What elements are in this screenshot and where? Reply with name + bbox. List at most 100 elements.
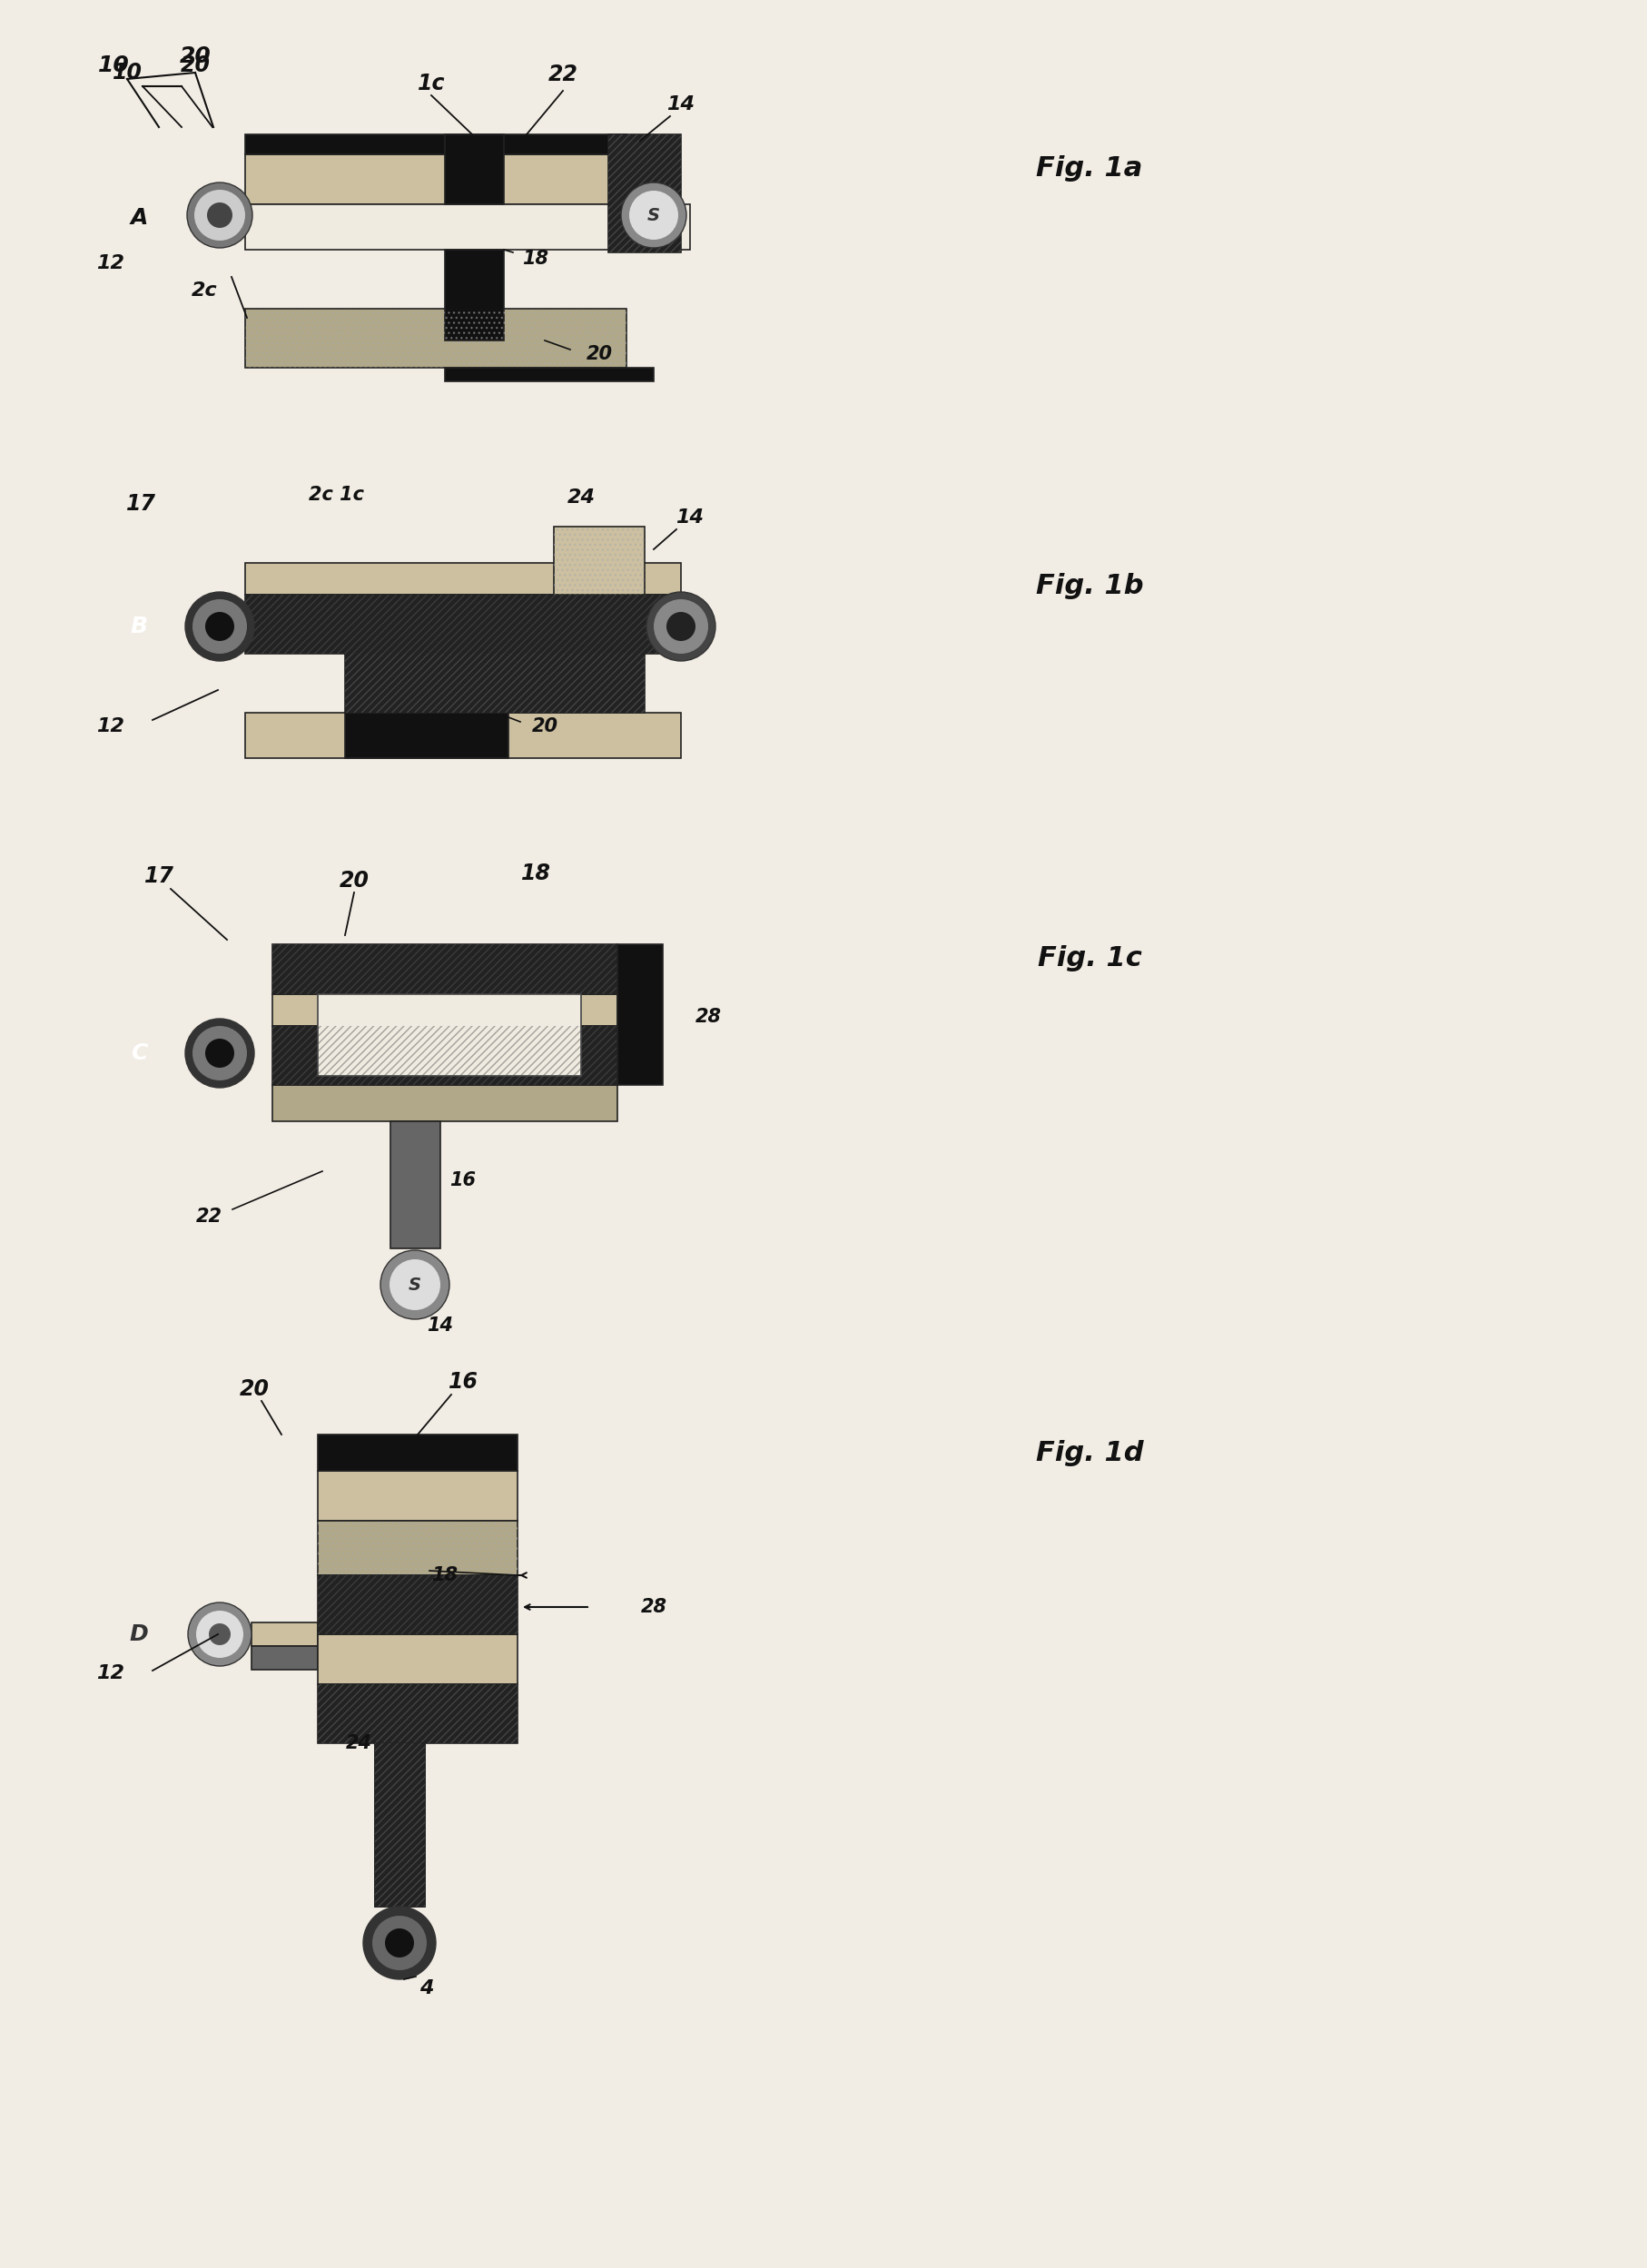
Bar (318, 1685, 517, 1744)
Circle shape (188, 1603, 252, 1667)
Bar (245, 204, 690, 249)
Bar (318, 993, 581, 1075)
Text: A: A (130, 206, 148, 229)
Bar (553, 526, 644, 594)
Bar (553, 526, 644, 594)
Text: 18: 18 (520, 862, 550, 885)
Text: Fig. 1b: Fig. 1b (1036, 572, 1143, 599)
Circle shape (188, 181, 252, 247)
Text: D: D (130, 1624, 148, 1644)
Text: B: B (130, 615, 148, 637)
Text: Fig. 1a: Fig. 1a (1036, 154, 1143, 181)
Circle shape (380, 1250, 450, 1320)
Circle shape (654, 599, 708, 653)
Text: 22: 22 (548, 64, 578, 86)
Circle shape (385, 1928, 413, 1957)
Bar (618, 943, 662, 1084)
Text: 10: 10 (97, 54, 128, 77)
Text: 16: 16 (448, 1370, 478, 1393)
Text: 16: 16 (450, 1170, 476, 1188)
Text: 14: 14 (667, 95, 695, 113)
Bar (318, 1522, 517, 1576)
Bar (376, 1744, 425, 1907)
Bar (445, 249, 504, 340)
Bar (245, 562, 680, 594)
Bar (272, 993, 618, 1025)
Text: Fig. 1c: Fig. 1c (1038, 946, 1141, 971)
Circle shape (196, 1610, 244, 1658)
Text: C: C (130, 1043, 147, 1064)
Bar (272, 1084, 618, 1120)
Bar (272, 1025, 618, 1084)
Bar (245, 594, 680, 653)
Bar (252, 1647, 318, 1669)
Text: 20: 20 (239, 1379, 268, 1399)
Circle shape (193, 599, 247, 653)
Text: 14: 14 (427, 1315, 453, 1334)
Circle shape (667, 612, 695, 642)
Text: 20: 20 (339, 871, 369, 891)
Bar (272, 943, 618, 993)
Bar (245, 308, 626, 367)
Bar (445, 134, 504, 204)
Bar (318, 1685, 517, 1744)
Text: 24: 24 (346, 1735, 372, 1753)
Bar (390, 1120, 440, 1247)
Bar (245, 712, 680, 758)
Bar (272, 1025, 618, 1084)
Circle shape (184, 1018, 254, 1089)
Text: Fig. 1d: Fig. 1d (1036, 1440, 1143, 1465)
Text: 20: 20 (586, 345, 613, 363)
Bar (245, 308, 626, 367)
Text: 10: 10 (112, 61, 142, 84)
Text: 4: 4 (420, 1980, 433, 1998)
Text: 17: 17 (143, 866, 175, 887)
Bar (376, 1744, 425, 1907)
Text: 22: 22 (196, 1207, 222, 1225)
Bar (445, 367, 654, 381)
Bar (608, 134, 680, 252)
Circle shape (647, 592, 715, 660)
Circle shape (194, 191, 245, 240)
Text: 12: 12 (97, 717, 125, 735)
Bar (608, 134, 680, 252)
Circle shape (629, 191, 679, 240)
Text: 28: 28 (695, 1007, 721, 1025)
Circle shape (208, 202, 232, 227)
Text: 18: 18 (522, 249, 548, 268)
Circle shape (372, 1916, 427, 1971)
Circle shape (193, 1025, 247, 1080)
Bar (245, 134, 626, 154)
Circle shape (209, 1624, 231, 1644)
Bar (344, 653, 644, 712)
Circle shape (621, 181, 687, 247)
Text: 1c: 1c (417, 73, 445, 95)
Circle shape (364, 1907, 436, 1980)
Text: 24: 24 (567, 488, 595, 506)
Bar (245, 594, 680, 653)
Bar (344, 712, 509, 758)
Bar (318, 1576, 517, 1635)
Text: 2c: 2c (191, 281, 217, 299)
Text: 2c 1c: 2c 1c (308, 485, 364, 503)
Text: S: S (408, 1277, 422, 1293)
Circle shape (206, 612, 234, 642)
Text: 17: 17 (125, 492, 156, 515)
Bar (318, 1576, 517, 1635)
Bar (344, 653, 644, 712)
Text: 14: 14 (675, 508, 705, 526)
Text: 28: 28 (641, 1599, 667, 1617)
Circle shape (184, 592, 254, 660)
Bar (272, 943, 618, 993)
Bar (318, 1522, 517, 1576)
Bar (318, 1472, 517, 1522)
Text: 20: 20 (532, 717, 558, 735)
Circle shape (389, 1259, 440, 1311)
Bar (318, 1436, 517, 1472)
Bar (318, 1635, 517, 1685)
Text: 12: 12 (97, 254, 125, 272)
Text: 20: 20 (180, 54, 211, 77)
Text: 18: 18 (432, 1567, 458, 1585)
Bar (376, 1744, 425, 1907)
Text: S: S (647, 206, 660, 225)
